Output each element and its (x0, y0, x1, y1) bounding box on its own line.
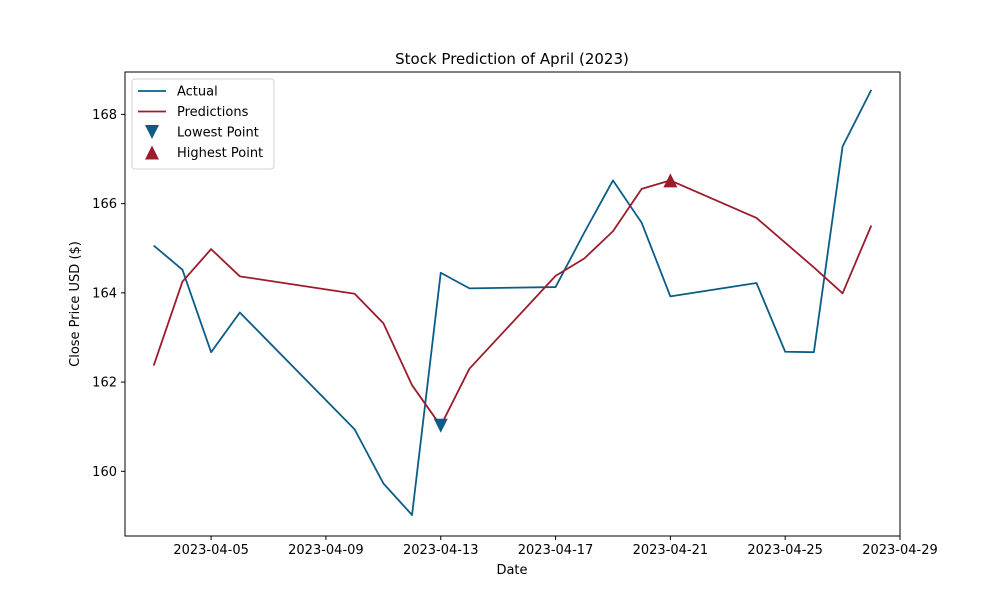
x-tick-label: 2023-04-13 (403, 543, 479, 558)
series-line-predictions (152, 179, 873, 427)
legend: Actual Predictions Lowest Point Highest Poi… (131, 78, 275, 170)
x-tick-label: 2023-04-29 (862, 543, 938, 558)
highest-point-marker (663, 173, 678, 188)
y-axis-label: Close Price USD ($) (68, 241, 83, 367)
x-tick-label: 2023-04-21 (633, 543, 709, 558)
y-tick-label: 162 (92, 376, 117, 391)
lowest-point-marker (433, 418, 448, 433)
legend-label: Highest Point (177, 146, 263, 161)
chart-title: Stock Prediction of April (2023) (395, 50, 629, 68)
legend-label: Predictions (177, 105, 249, 120)
y-tick-label: 166 (92, 197, 117, 212)
legend-marker-highest-point (145, 145, 159, 160)
series-line-actual (153, 89, 873, 516)
x-tick-label: 2023-04-09 (288, 543, 364, 558)
x-tick-label: 2023-04-17 (518, 543, 594, 558)
y-tick-label: 168 (92, 108, 117, 123)
extreme-markers (433, 173, 678, 433)
plot-frame (124, 71, 901, 537)
legend-box (131, 78, 275, 170)
legend-label: Actual (177, 85, 218, 100)
y-tick-label: 160 (92, 465, 117, 480)
x-tick-label: 2023-04-25 (747, 543, 823, 558)
x-tick-label: 2023-04-05 (173, 543, 249, 558)
axes: 2023-04-05 2023-04-09 2023-04-13 2023-04-17… (92, 108, 938, 558)
legend-label: Lowest Point (177, 126, 259, 141)
x-axis-label: Date (496, 563, 527, 578)
legend-marker-lowest-point (145, 125, 159, 139)
y-tick-label: 164 (92, 286, 117, 301)
series-lines (152, 89, 873, 516)
